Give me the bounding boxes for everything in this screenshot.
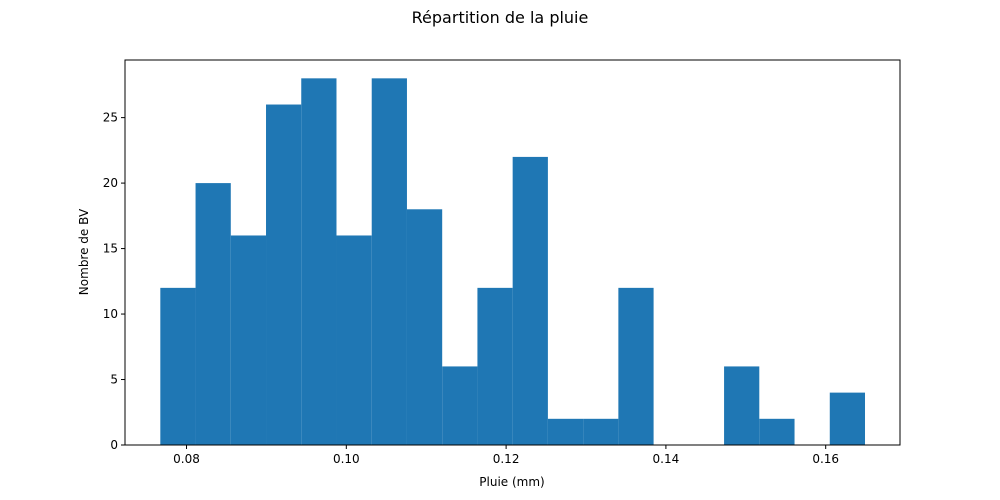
- y-axis-ticks: 0 5 10 15 20 25: [103, 111, 125, 452]
- histogram-bar: [547, 418, 584, 445]
- x-axis-label: Pluie (mm): [479, 475, 544, 489]
- x-axis-ticks: 0.08 0.10 0.12 0.14 0.16: [173, 445, 839, 466]
- histogram-bar: [195, 183, 231, 445]
- x-tick-label: 0.14: [653, 452, 680, 466]
- y-tick-label: 0: [110, 438, 118, 452]
- chart-title: Répartition de la pluie: [412, 8, 589, 27]
- x-tick-label: 0.16: [812, 452, 839, 466]
- histogram-bar: [266, 104, 302, 446]
- x-tick-label: 0.10: [333, 452, 360, 466]
- histogram-bar: [583, 418, 619, 445]
- bars-group: [160, 78, 866, 446]
- y-tick-label: 10: [103, 307, 118, 321]
- histogram-bar: [406, 209, 443, 445]
- histogram-bar: [371, 78, 407, 445]
- histogram-bar: [759, 418, 795, 445]
- histogram-bar: [512, 156, 548, 445]
- histogram-bar: [336, 235, 372, 445]
- y-tick-label: 25: [103, 111, 118, 125]
- x-tick-label: 0.08: [173, 452, 200, 466]
- histogram-bar: [724, 366, 760, 445]
- y-tick-label: 5: [110, 373, 118, 387]
- y-tick-label: 15: [103, 242, 118, 256]
- histogram-bar: [230, 235, 267, 445]
- y-tick-label: 20: [103, 176, 118, 190]
- histogram-bar: [442, 366, 478, 445]
- plot-area-frame: [124, 59, 901, 446]
- histogram-bar: [301, 78, 337, 445]
- histogram-bar: [160, 287, 196, 445]
- histogram-bar: [618, 287, 654, 445]
- histogram-bar: [829, 392, 866, 445]
- histogram-bar: [477, 287, 513, 445]
- y-axis-label: Nombre de BV: [77, 208, 91, 295]
- x-tick-label: 0.12: [493, 452, 520, 466]
